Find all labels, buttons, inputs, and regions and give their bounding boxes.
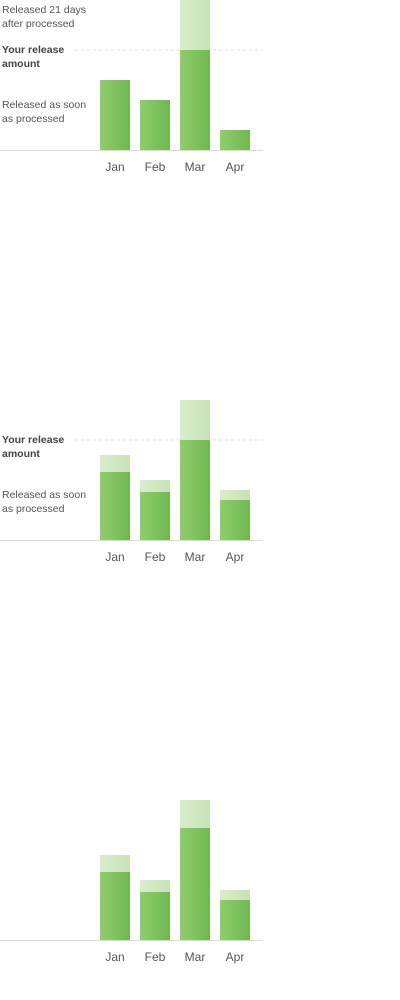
x-tick-label-apr: Apr xyxy=(226,550,245,564)
label-released-now: Released as soon as processed xyxy=(2,99,87,125)
x-tick-label-jan: Jan xyxy=(105,160,124,174)
bar-released-later-apr xyxy=(220,890,250,900)
bar-released-now-feb xyxy=(140,492,170,540)
label-release-amount: Your release amount xyxy=(2,44,65,70)
bar-chart-2: Jan Feb Mar Apr xyxy=(0,400,263,564)
bar-released-later-mar xyxy=(180,800,210,828)
bar-released-now-jan xyxy=(100,872,130,940)
bar-chart-1: Jan Feb Mar Apr xyxy=(0,0,263,174)
chart-panel-1: Released 21 days after processed Your re… xyxy=(0,0,400,200)
bar-released-now-mar xyxy=(180,440,210,540)
bar-released-now-apr xyxy=(220,900,250,940)
label-released-later: Released 21 days after processed xyxy=(2,4,87,30)
x-tick-label-feb: Feb xyxy=(145,550,166,564)
x-tick-label-feb: Feb xyxy=(145,950,166,964)
bar-released-later-feb xyxy=(140,480,170,492)
bar-released-later-mar xyxy=(180,0,210,50)
bar-released-now-mar xyxy=(180,828,210,940)
x-tick-label-apr: Apr xyxy=(226,160,245,174)
bar-released-now-mar xyxy=(180,50,210,150)
chart-panel-2: Your release amount Released as soon as … xyxy=(0,390,400,590)
bar-released-later-mar xyxy=(180,400,210,440)
bar-released-now-feb xyxy=(140,100,170,150)
x-tick-label-jan: Jan xyxy=(105,950,124,964)
label-release-amount: Your release amount xyxy=(2,434,65,460)
bar-released-later-jan xyxy=(100,855,130,872)
label-released-now: Released as soon as processed xyxy=(2,489,87,515)
x-tick-label-jan: Jan xyxy=(105,550,124,564)
bar-released-later-feb xyxy=(140,880,170,892)
x-tick-label-mar: Mar xyxy=(185,950,206,964)
bar-released-later-jan xyxy=(100,455,130,472)
bar-released-now-apr xyxy=(220,500,250,540)
x-tick-label-feb: Feb xyxy=(145,160,166,174)
bar-released-now-jan xyxy=(100,80,130,150)
bar-released-now-apr xyxy=(220,130,250,150)
bar-released-now-feb xyxy=(140,892,170,940)
bar-released-later-apr xyxy=(220,490,250,500)
bar-chart-3: Jan Feb Mar Apr xyxy=(0,800,263,964)
x-tick-label-apr: Apr xyxy=(226,950,245,964)
chart-panel-3: Jan Feb Mar Apr xyxy=(0,790,400,990)
bar-released-now-jan xyxy=(100,472,130,540)
x-tick-label-mar: Mar xyxy=(185,550,206,564)
x-tick-label-mar: Mar xyxy=(185,160,206,174)
